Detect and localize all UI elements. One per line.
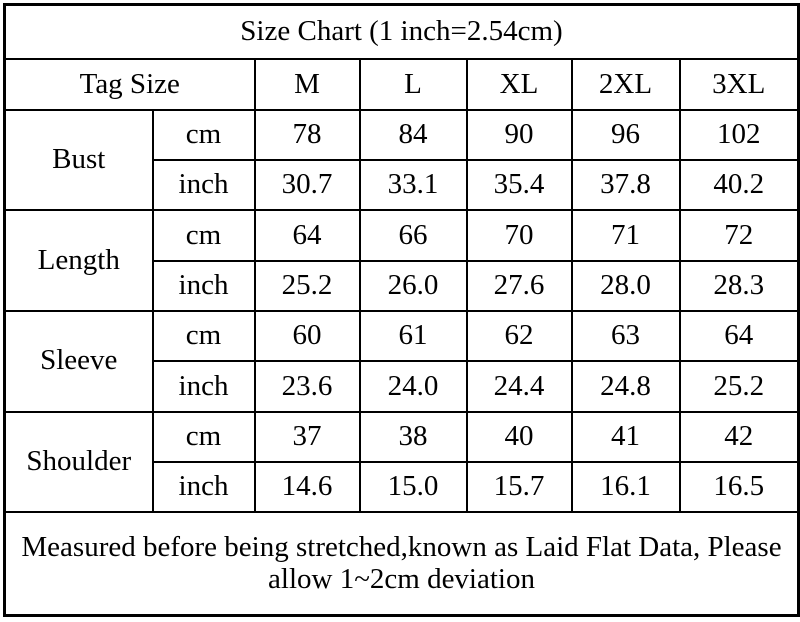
header-tag-size: Tag Size: [3, 58, 256, 111]
value-cell: 96: [570, 108, 681, 162]
value-cell: 25.2: [253, 259, 361, 312]
value-cell: 40: [465, 410, 573, 463]
value-cell: 41: [570, 410, 681, 463]
value-cell: 35.4: [465, 158, 573, 212]
header-size-xl: XL: [465, 58, 573, 111]
value-cell: 37: [253, 410, 361, 463]
value-cell: 42: [678, 410, 800, 463]
footnote-line-1: Measured before being stretched,known as…: [21, 530, 782, 563]
footnote-row: Measured before being stretched,known as…: [3, 511, 800, 617]
value-cell: 33.1: [358, 158, 468, 212]
row-label-sleeve: Sleeve: [3, 309, 154, 413]
value-cell: 72: [678, 209, 800, 262]
unit-label-inch: inch: [151, 259, 256, 312]
unit-label-inch: inch: [151, 460, 256, 514]
value-cell: 23.6: [253, 360, 361, 413]
value-cell: 27.6: [465, 259, 573, 312]
value-cell: 71: [570, 209, 681, 262]
value-cell: 63: [570, 309, 681, 363]
title-row: Size Chart (1 inch=2.54cm): [3, 3, 800, 61]
header-size-3xl: 3XL: [678, 58, 800, 111]
value-cell: 84: [358, 108, 468, 162]
row-label-length: Length: [3, 209, 154, 312]
header-size-l: L: [358, 58, 468, 111]
table-row: inch 23.6 24.0 24.4 24.8 25.2: [5, 360, 800, 413]
value-cell: 30.7: [253, 158, 361, 212]
value-cell: 15.7: [465, 460, 573, 514]
table-row: inch 25.2 26.0 27.6 28.0 28.3: [5, 259, 800, 312]
value-cell: 15.0: [358, 460, 468, 514]
unit-label-cm: cm: [151, 108, 256, 162]
footnote: Measured before being stretched,known as…: [3, 511, 800, 617]
value-cell: 66: [358, 209, 468, 262]
value-cell: 61: [358, 309, 468, 363]
value-cell: 25.2: [678, 360, 800, 413]
value-cell: 64: [678, 309, 800, 363]
value-cell: 16.1: [570, 460, 681, 514]
unit-label-cm: cm: [151, 309, 256, 363]
row-label-shoulder: Shoulder: [3, 410, 154, 514]
value-cell: 16.5: [678, 460, 800, 514]
value-cell: 78: [253, 108, 361, 162]
value-cell: 38: [358, 410, 468, 463]
value-cell: 26.0: [358, 259, 468, 312]
table-row: Shoulder cm 37 38 40 41 42: [3, 410, 800, 514]
value-cell: 64: [253, 209, 361, 262]
value-cell: 28.0: [570, 259, 681, 312]
table-row: inch 30.7 33.1 35.4 37.8 40.2: [5, 158, 800, 212]
unit-label-inch: inch: [151, 158, 256, 212]
footnote-line-2: allow 1~2cm deviation: [268, 562, 535, 595]
unit-label-cm: cm: [151, 410, 256, 463]
value-cell: 102: [678, 108, 800, 162]
size-chart-table: Size Chart (1 inch=2.54cm) Tag Size M L …: [3, 3, 800, 617]
header-size-m: M: [253, 58, 361, 111]
value-cell: 14.6: [253, 460, 361, 514]
table-row: Sleeve cm 60 61 62 63 64: [3, 309, 800, 413]
row-label-bust: Bust: [3, 108, 154, 212]
table-row: Length cm 64 66 70 71 72: [3, 209, 800, 312]
value-cell: 24.0: [358, 360, 468, 413]
chart-title: Size Chart (1 inch=2.54cm): [3, 3, 800, 61]
value-cell: 60: [253, 309, 361, 363]
value-cell: 90: [465, 108, 573, 162]
value-cell: 37.8: [570, 158, 681, 212]
value-cell: 24.4: [465, 360, 573, 413]
value-cell: 40.2: [678, 158, 800, 212]
unit-label-inch: inch: [151, 360, 256, 413]
value-cell: 28.3: [678, 259, 800, 312]
value-cell: 62: [465, 309, 573, 363]
unit-label-cm: cm: [151, 209, 256, 262]
value-cell: 24.8: [570, 360, 681, 413]
table-row: inch 14.6 15.0 15.7 16.1 16.5: [5, 460, 800, 514]
table-row: Bust cm 78 84 90 96 102: [3, 108, 800, 212]
header-size-2xl: 2XL: [570, 58, 681, 111]
value-cell: 70: [465, 209, 573, 262]
header-row: Tag Size M L XL 2XL 3XL: [3, 58, 800, 111]
